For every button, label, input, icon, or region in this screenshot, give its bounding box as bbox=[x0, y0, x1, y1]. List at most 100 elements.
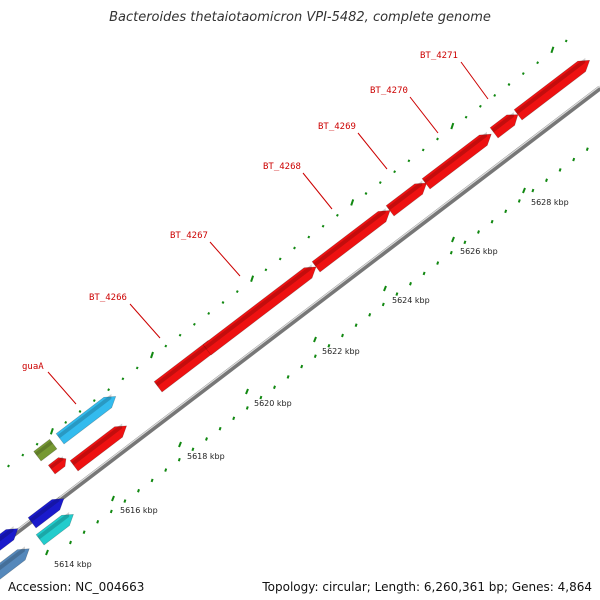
scale-dot bbox=[235, 290, 239, 294]
gene-arrow-bt4270 bbox=[421, 133, 492, 190]
scale-dot bbox=[436, 137, 439, 141]
scale-dot bbox=[21, 453, 25, 457]
gene-arrow-olive bbox=[33, 438, 58, 462]
scale-dot bbox=[313, 354, 317, 359]
gene-arrow-olive-shade bbox=[34, 440, 53, 456]
scale-dot bbox=[477, 230, 480, 234]
tick-mark bbox=[313, 336, 317, 343]
scale-dot bbox=[264, 268, 268, 272]
scale-dot bbox=[449, 250, 453, 255]
gene-arrow-bt4267-shade bbox=[204, 264, 312, 350]
gene-arrow-red-tiny-shade bbox=[49, 456, 64, 470]
gene-label: BT_4267 bbox=[170, 231, 208, 241]
scale-dot bbox=[259, 395, 263, 400]
gene-leader-line bbox=[47, 371, 77, 405]
scale-dot bbox=[321, 224, 325, 228]
scale-dot bbox=[107, 388, 110, 392]
scale-dot bbox=[422, 271, 426, 276]
scale-dot bbox=[504, 209, 508, 214]
tick-label: 5624 kbp bbox=[392, 296, 430, 305]
scale-dot bbox=[341, 333, 344, 338]
scale-dot bbox=[177, 457, 181, 462]
tick-label: 5622 kbp bbox=[322, 347, 360, 356]
gene-leader-line bbox=[129, 303, 161, 339]
accession-label: Accession: NC_004663 bbox=[8, 580, 145, 594]
gene-leader-line bbox=[302, 172, 333, 210]
tick-label: 5626 kbp bbox=[460, 247, 498, 256]
scale-dot bbox=[490, 219, 494, 224]
scale-dot bbox=[307, 235, 311, 239]
scale-dot bbox=[409, 281, 412, 286]
scale-dot bbox=[572, 157, 576, 162]
scale-dot bbox=[564, 39, 568, 43]
scale-dot bbox=[521, 72, 525, 76]
scale-dot bbox=[463, 240, 467, 245]
scale-dot bbox=[327, 344, 331, 348]
scale-dot bbox=[164, 468, 168, 472]
gene-arrow-cyan-shade bbox=[37, 511, 70, 540]
gene-label: BT_4271 bbox=[420, 51, 458, 61]
gene-arrow-bt4272 bbox=[513, 59, 591, 121]
gene-arrow-cyan bbox=[35, 514, 74, 546]
scale-dot bbox=[250, 275, 255, 283]
genome-backbone-highlight bbox=[0, 85, 600, 544]
scale-dot bbox=[393, 170, 396, 174]
scale-dot bbox=[78, 410, 82, 413]
inner-scale-dots bbox=[69, 147, 589, 545]
gene-arrow-red-small bbox=[69, 425, 128, 472]
gene-arrow-steel-shade bbox=[0, 546, 25, 571]
gene-arrow-bt4267 bbox=[202, 266, 317, 356]
scale-dot bbox=[245, 406, 249, 410]
scale-dot bbox=[232, 416, 236, 421]
gene-label: BT_4270 bbox=[370, 86, 408, 96]
scale-dot bbox=[178, 333, 182, 337]
scale-dot bbox=[135, 366, 139, 370]
tick-labels: 5614 kbp 5616 kbp 5618 kbp 5620 kbp 5622 kbp… bbox=[45, 187, 569, 569]
scale-dot bbox=[378, 181, 382, 185]
outer-scale-dots bbox=[7, 39, 568, 468]
tick-label: 5616 kbp bbox=[120, 506, 158, 515]
scale-dot bbox=[421, 148, 425, 152]
scale-dot bbox=[450, 122, 455, 130]
scale-dot bbox=[273, 385, 276, 390]
tick-mark bbox=[45, 549, 49, 556]
scale-dot bbox=[92, 399, 96, 403]
tick-label: 5618 kbp bbox=[187, 452, 225, 461]
scale-dot bbox=[221, 301, 225, 304]
tick-label: 5614 kbp bbox=[54, 560, 92, 569]
tick-mark bbox=[451, 236, 455, 243]
scale-dot bbox=[69, 540, 72, 545]
gene-arrow-blue-2-shade bbox=[0, 526, 14, 542]
scale-dot bbox=[218, 426, 222, 431]
tick-mark bbox=[522, 187, 526, 194]
tick-label: 5628 kbp bbox=[531, 198, 569, 207]
gene-arrow-bt4270-shade bbox=[423, 131, 487, 184]
gene-arrow-red-tiny bbox=[47, 457, 67, 475]
genome-backbone bbox=[0, 86, 600, 547]
gene-arrow-blue bbox=[27, 498, 65, 529]
gene-arrow-bt4266-shade bbox=[155, 342, 212, 387]
tick-mark bbox=[111, 495, 115, 502]
scale-dot bbox=[550, 46, 555, 54]
scale-dot bbox=[493, 93, 497, 97]
gene-label: BT_4268 bbox=[263, 162, 301, 172]
scale-dot bbox=[96, 519, 100, 524]
scale-dot bbox=[123, 499, 127, 503]
gene-arrow-bt4268 bbox=[311, 210, 391, 273]
scale-dot bbox=[64, 420, 68, 424]
gene-arrow-guaa bbox=[55, 396, 117, 445]
gene-arrow-bt4272-shade bbox=[515, 57, 586, 115]
tick-mark bbox=[383, 285, 387, 292]
scale-dot bbox=[121, 377, 125, 381]
scale-dot bbox=[436, 261, 440, 265]
scale-dot bbox=[293, 246, 296, 250]
scale-dot bbox=[278, 257, 282, 261]
gene-arrow-blue-shade bbox=[29, 496, 60, 523]
tick-label: 5620 kbp bbox=[254, 399, 292, 408]
scale-dot bbox=[507, 83, 511, 86]
scale-dot bbox=[336, 213, 339, 217]
scale-dot bbox=[300, 364, 304, 369]
scale-dot bbox=[364, 192, 368, 195]
gene-arrow-bt4266 bbox=[153, 340, 217, 393]
